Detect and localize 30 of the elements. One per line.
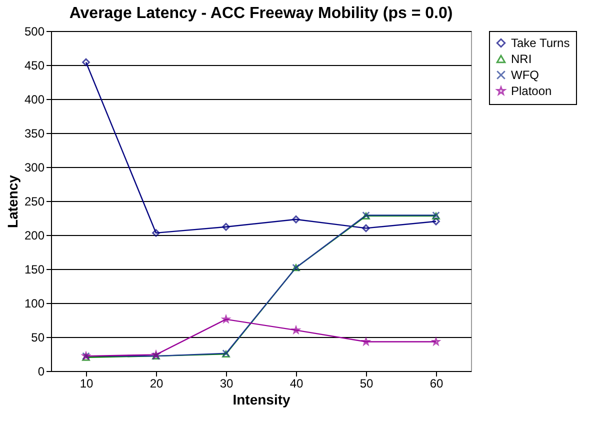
- chart-title: Average Latency - ACC Freeway Mobility (ps = 0.0): [69, 5, 453, 22]
- x-tick-label: 60: [430, 376, 444, 390]
- y-tick-label: 250: [24, 194, 45, 208]
- legend-label: Take Turns: [511, 36, 570, 50]
- x-tick-label: 40: [290, 376, 304, 390]
- x-axis-title: Intensity: [232, 392, 290, 408]
- y-tick-label: 300: [24, 160, 45, 174]
- point: [222, 222, 230, 231]
- point: [432, 217, 440, 226]
- y-tick-label: 0: [38, 364, 45, 378]
- y-axis-title: Latency: [4, 174, 20, 228]
- x-tick-label: 10: [80, 376, 94, 390]
- point: [82, 58, 90, 66]
- y-tick-label: 100: [24, 296, 45, 310]
- y-tick-label: 500: [24, 24, 45, 38]
- legend-label: Platoon: [511, 84, 552, 98]
- x-tick-label: 50: [360, 376, 374, 390]
- y-tick-label: 400: [24, 92, 45, 106]
- legend-label: NRI: [511, 52, 532, 66]
- y-tick-label: 350: [24, 126, 45, 140]
- point: [152, 229, 160, 237]
- point: [362, 224, 370, 232]
- x-tick-label: 30: [220, 376, 234, 390]
- y-tick-label: 450: [24, 58, 45, 72]
- y-tick-label: 50: [31, 330, 45, 344]
- legend-label: WFQ: [511, 68, 539, 82]
- point: [292, 215, 300, 224]
- y-tick-label: 200: [24, 228, 45, 242]
- x-tick-label: 20: [150, 376, 164, 390]
- y-tick-label: 150: [24, 262, 45, 276]
